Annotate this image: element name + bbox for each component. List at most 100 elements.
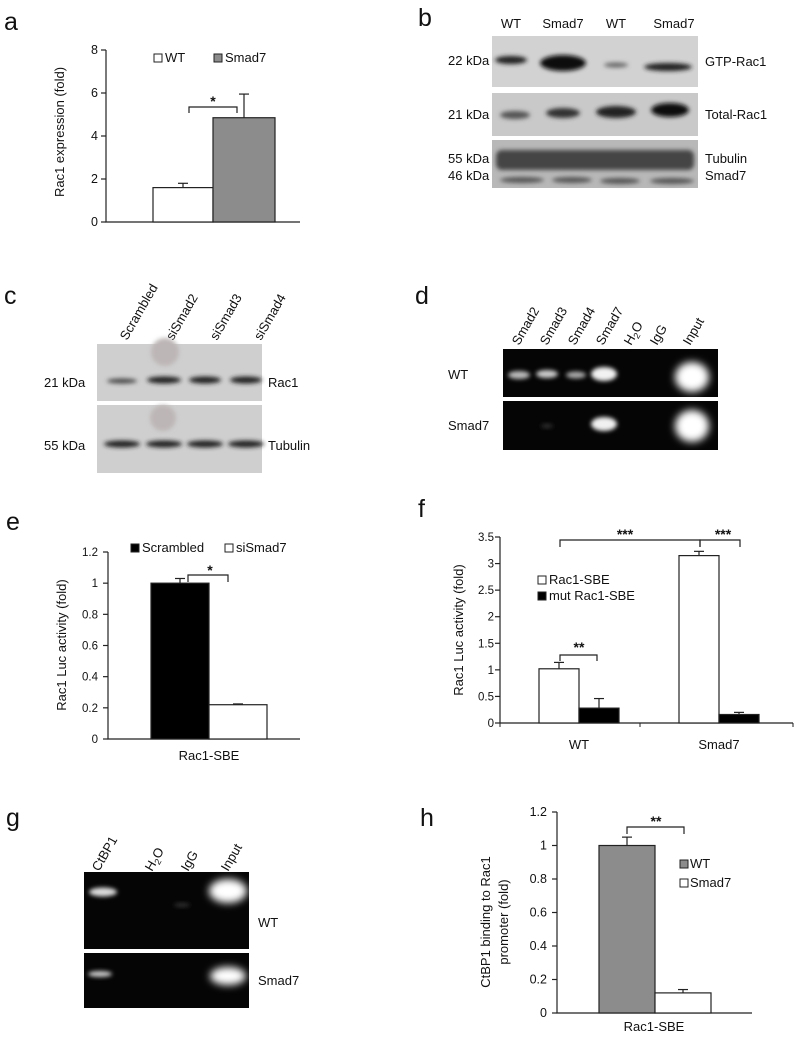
panel-d-lane-h2o: H2O — [621, 319, 646, 348]
panel-d: d Smad2 Smad3 Smad4 Smad7 H2O IgG Input … — [415, 282, 718, 450]
ytick-label: 0 — [92, 734, 98, 746]
panel-c-lane-4: siSmad4 — [251, 291, 289, 342]
ytick-label: 0.4 — [82, 672, 99, 684]
ytick-label: 3.5 — [478, 532, 494, 544]
panel-a-bars — [152, 93, 276, 223]
panel-b-blot-gtp — [492, 36, 698, 87]
panel-h-legend-wt-swatch — [679, 859, 689, 869]
panel-e-xlabel: Rac1-SBE — [179, 748, 240, 763]
ytick-label: 0.6 — [530, 906, 547, 920]
panel-f-sig-bracket-smad7 — [699, 539, 741, 547]
bar-wt — [598, 844, 656, 1014]
panel-a-sig: * — [210, 93, 216, 109]
ytick-label: 2 — [488, 612, 494, 624]
panel-f-xticks: WT Smad7 — [499, 723, 794, 752]
panel-e-sig: * — [207, 562, 213, 578]
panel-f-legend-mut-swatch — [537, 591, 547, 601]
ytick-label: 2 — [91, 172, 98, 186]
panel-f-sig-smad7: *** — [715, 526, 732, 542]
panel-c-band-tubulin: Tubulin — [268, 438, 310, 453]
xtick-label: Smad7 — [698, 737, 739, 752]
ytick-label: 1 — [92, 578, 98, 590]
panel-h-legend-smad7: Smad7 — [690, 875, 731, 890]
ytick-label: 0 — [488, 718, 494, 730]
ytick-label: 0.8 — [82, 609, 98, 621]
panel-f-bars — [538, 550, 760, 724]
panel-d-bands-smad7 — [541, 410, 709, 442]
panel-c-blot-spot — [151, 338, 179, 366]
ytick-label: 6 — [91, 86, 98, 100]
panel-c: c Scrambled siSmad2 siSmad3 siSmad4 21 k… — [4, 281, 310, 473]
panel-f-sig-wt: ** — [574, 639, 585, 655]
panel-a-sig-bracket — [188, 106, 238, 113]
panel-b-mw-21: 21 kDa — [448, 107, 490, 122]
panel-a-legend-wt-swatch — [153, 53, 163, 63]
bar-scrambled — [150, 582, 210, 740]
panel-f-legend-rac1sbe-swatch — [537, 575, 547, 585]
panel-g-bands-smad7 — [88, 967, 246, 985]
panel-c-mw-21: 21 kDa — [44, 375, 86, 390]
panel-h-sig-bracket — [626, 826, 685, 834]
panel-a-legend-wt: WT — [165, 50, 185, 65]
ytick-label: 0.5 — [478, 691, 494, 703]
ytick-label: 1 — [540, 839, 547, 853]
xtick-label: WT — [569, 737, 589, 752]
panel-a-legend-smad7-swatch — [213, 53, 223, 63]
panel-b-bands-gtp — [495, 55, 692, 71]
bar-mut-rac1-sbe — [718, 713, 760, 724]
bar-wt — [152, 187, 214, 223]
ytick-label: 1.2 — [530, 805, 547, 819]
panel-g-lane-igg: IgG — [178, 848, 201, 874]
panel-b-lane-3: WT — [606, 16, 626, 31]
panel-f-yticks: 0 0.5 1 1.5 2 2.5 3 3.5 — [478, 532, 500, 730]
panel-h-letter: h — [420, 804, 434, 832]
ytick-label: 3 — [488, 559, 494, 571]
panel-e-legend-scrambled-swatch — [130, 543, 140, 553]
panel-c-bands-rac1 — [107, 376, 262, 384]
panel-e-letter: e — [6, 508, 20, 536]
panel-e-yticks: 0 0.2 0.4 0.6 0.8 1 1.2 — [82, 547, 108, 746]
panel-g-bands-wt — [89, 879, 247, 907]
bar-rac1-sbe — [538, 668, 580, 724]
panel-d-row-smad7: Smad7 — [448, 418, 489, 433]
panel-b-band-gtp: GTP-Rac1 — [705, 54, 766, 69]
panel-e-ylabel: Rac1 Luc activity (fold) — [54, 579, 69, 711]
panel-d-lane-igg: IgG — [647, 322, 670, 348]
panel-a-legend-smad7: Smad7 — [225, 50, 266, 65]
panel-h: h CtBP1 binding to Rac1 promoter (fold) … — [420, 804, 752, 1034]
ytick-label: 0.6 — [82, 641, 98, 653]
bar-rac1-sbe — [678, 554, 720, 724]
panel-g-letter: g — [6, 804, 20, 832]
panel-e-sig-bracket — [187, 574, 229, 582]
panel-d-lane-input: Input — [680, 315, 708, 348]
panel-b-bands-tubulin — [496, 150, 694, 184]
panel-h-sig: ** — [651, 813, 662, 829]
ytick-label: 2.5 — [478, 585, 494, 597]
panel-f: f Rac1 Luc activity (fold) 0 0.5 1 1.5 2 2.5 3… — [418, 495, 794, 752]
ytick-label: 4 — [91, 129, 98, 143]
panel-b-mw-46: 46 kDa — [448, 168, 490, 183]
panel-d-row-wt: WT — [448, 367, 468, 382]
panel-b-mw-22: 22 kDa — [448, 53, 490, 68]
panel-f-sig-between: *** — [617, 526, 634, 542]
panel-g-lane-h2o: H2O — [142, 845, 167, 874]
bar-mut-rac1-sbe — [578, 707, 620, 724]
panel-g: g CtBP1 H2O IgG Input WT Smad7 — [6, 804, 299, 1008]
panel-h-yticks: 0 0.2 0.4 0.6 0.8 1 1.2 — [530, 805, 557, 1020]
ytick-label: 0.2 — [82, 703, 98, 715]
panel-b-lane-1: WT — [501, 16, 521, 31]
panel-g-row-smad7: Smad7 — [258, 973, 299, 988]
panel-c-letter: c — [4, 282, 17, 310]
panel-d-bands-wt — [508, 362, 709, 392]
panel-h-legend-smad7-swatch — [679, 878, 689, 888]
panel-c-lane-3: siSmad3 — [207, 291, 245, 342]
panel-a-ylabel: Rac1 expression (fold) — [52, 67, 67, 197]
panel-f-legend-mut: mut Rac1-SBE — [549, 588, 635, 603]
ytick-label: 0.8 — [530, 872, 547, 886]
panel-h-legend-wt: WT — [690, 856, 710, 871]
panel-f-ylabel: Rac1 Luc activity (fold) — [451, 564, 466, 696]
panel-b-band-total: Total-Rac1 — [705, 107, 767, 122]
panel-f-sig-bracket-wt — [559, 654, 598, 661]
